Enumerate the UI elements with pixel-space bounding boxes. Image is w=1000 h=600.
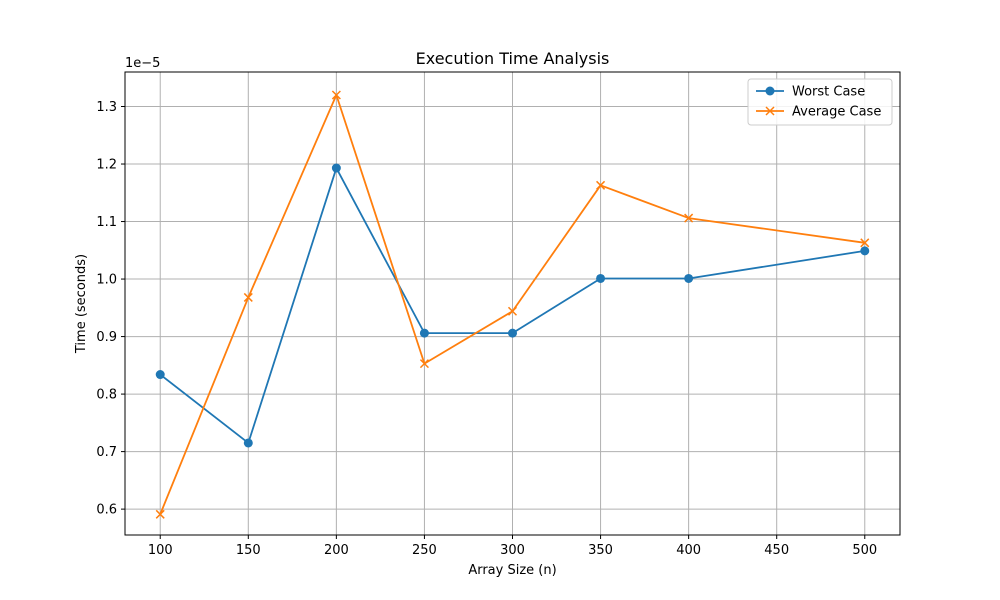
y-tick-label: 0.9 bbox=[96, 330, 117, 345]
axis-ticks: 100 150 200 250 300 350 400 450 500 0.6 0.7 0.8 0.9 1… bbox=[96, 100, 877, 558]
legend-marker bbox=[765, 106, 775, 116]
y-tick-label: 1.2 bbox=[96, 158, 117, 173]
data-point bbox=[860, 238, 870, 248]
series-line bbox=[159, 167, 865, 444]
series-average-case bbox=[155, 90, 870, 519]
x-tick-label: 200 bbox=[324, 543, 349, 558]
x-tick-label: 350 bbox=[588, 543, 613, 558]
legend-item: Average Case bbox=[756, 105, 881, 120]
y-tick-label: 0.7 bbox=[96, 445, 117, 460]
data-point bbox=[507, 306, 518, 316]
data-point bbox=[419, 328, 429, 338]
y-tick-label: 1.0 bbox=[96, 273, 117, 288]
x-tick-label: 300 bbox=[500, 543, 525, 558]
data-point bbox=[331, 163, 341, 173]
y-tick-label: 1.1 bbox=[96, 215, 117, 230]
x-tick-label: 100 bbox=[148, 543, 173, 558]
data-point bbox=[596, 273, 606, 283]
series-lines bbox=[155, 90, 870, 519]
grid bbox=[125, 72, 900, 535]
y-axis-offset-label: 1e−5 bbox=[125, 56, 160, 71]
y-tick-label: 0.6 bbox=[96, 503, 117, 518]
series-line bbox=[159, 94, 865, 515]
data-point bbox=[155, 509, 165, 519]
x-tick-label: 500 bbox=[852, 543, 877, 558]
data-point bbox=[419, 359, 429, 369]
legend-label: Average Case bbox=[792, 105, 881, 120]
legend: Worst Case Average Case bbox=[747, 78, 893, 126]
legend-item: Worst Case bbox=[756, 85, 865, 100]
data-point bbox=[243, 438, 253, 448]
x-tick-label: 450 bbox=[764, 543, 789, 558]
legend-label: Worst Case bbox=[792, 85, 865, 100]
x-tick-label: 400 bbox=[676, 543, 701, 558]
data-point bbox=[596, 180, 606, 190]
x-tick-label: 250 bbox=[412, 543, 437, 558]
data-point bbox=[508, 328, 517, 338]
y-tick-label: 1.3 bbox=[96, 100, 117, 115]
data-point bbox=[243, 292, 253, 302]
data-point bbox=[684, 273, 694, 283]
data-point bbox=[860, 246, 870, 256]
data-point bbox=[684, 213, 694, 223]
series-worst-case bbox=[155, 163, 870, 448]
y-axis-label: Time (seconds) bbox=[74, 254, 89, 354]
data-point bbox=[331, 90, 341, 100]
data-point bbox=[155, 370, 165, 380]
x-axis-label: Array Size (n) bbox=[468, 563, 556, 578]
legend-marker bbox=[765, 86, 775, 96]
chart-title: Execution Time Analysis bbox=[416, 49, 610, 68]
x-tick-label: 150 bbox=[236, 543, 261, 558]
y-tick-label: 0.8 bbox=[96, 388, 117, 403]
